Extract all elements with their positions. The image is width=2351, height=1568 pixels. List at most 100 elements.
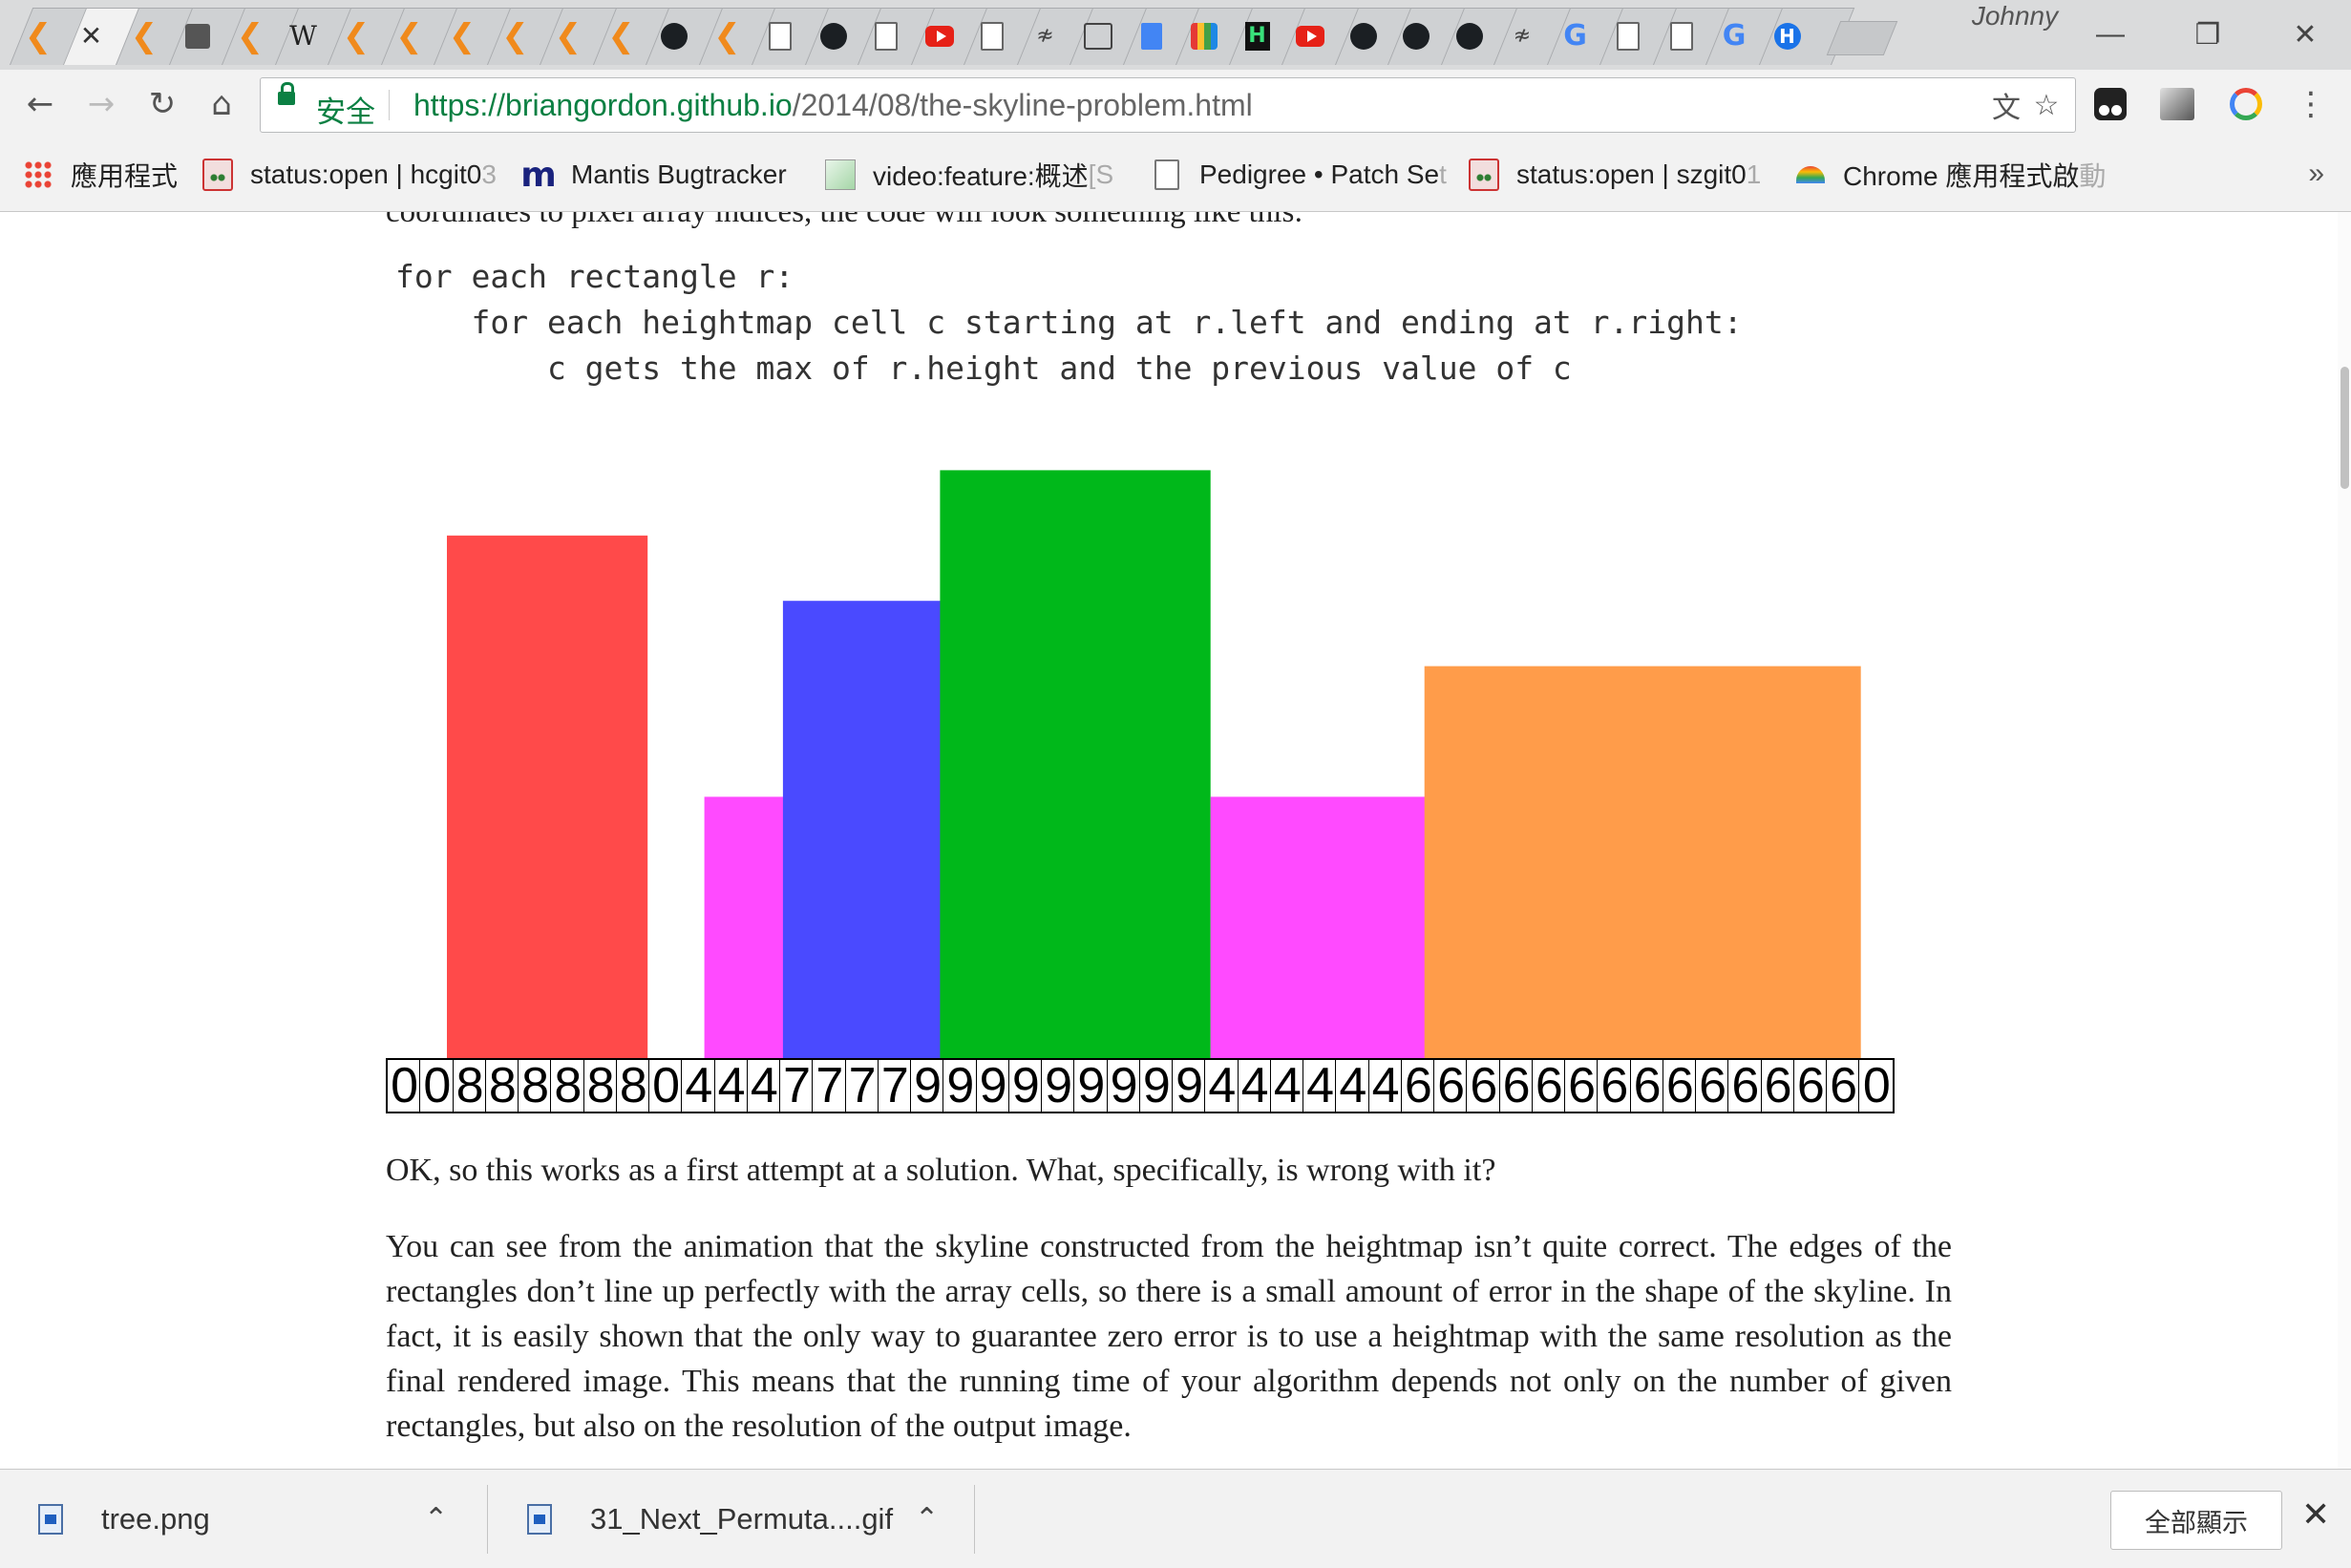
- browser-tab[interactable]: [1599, 8, 1657, 65]
- heightmap-cell: 8: [617, 1060, 649, 1112]
- kanji-favicon-icon: ≉: [1036, 24, 1054, 48]
- bookmark-item[interactable]: status:open | hcgit0 3: [202, 156, 497, 194]
- browser-tab[interactable]: [1176, 8, 1233, 65]
- browser-tab[interactable]: [1335, 8, 1392, 65]
- download-item[interactable]: tree.png: [38, 1470, 210, 1568]
- browser-tab[interactable]: [1387, 8, 1445, 65]
- chevron-up-icon[interactable]: ⌃: [915, 1502, 940, 1536]
- chevron-up-icon[interactable]: ⌃: [424, 1502, 449, 1536]
- browser-tab[interactable]: ❮: [487, 8, 544, 65]
- url-text[interactable]: https://briangordon.github.io/2014/08/th…: [413, 88, 1253, 123]
- ring-extension-icon[interactable]: [2223, 81, 2269, 127]
- browser-tab[interactable]: ❮: [222, 8, 279, 65]
- address-separator: [389, 90, 390, 120]
- browser-tab[interactable]: W: [275, 8, 332, 65]
- scrollbar[interactable]: [2338, 212, 2351, 1469]
- close-icon[interactable]: ✕: [79, 20, 103, 52]
- browser-tab[interactable]: [964, 8, 1021, 65]
- url-path: /2014/08/the-skyline-problem.html: [792, 88, 1253, 122]
- download-item[interactable]: 31_Next_Permuta....gif: [527, 1470, 893, 1568]
- forward-icon[interactable]: →: [87, 85, 116, 123]
- heightmap-cell: 6: [1565, 1060, 1599, 1112]
- back-icon[interactable]: ←: [26, 85, 54, 123]
- browser-tab[interactable]: [858, 8, 915, 65]
- code-line: for each heightmap cell c starting at r.…: [395, 304, 1743, 341]
- browser-tab[interactable]: [1653, 8, 1710, 65]
- browser-tab[interactable]: H: [1759, 8, 1816, 65]
- chevron-favicon-icon: ❮: [24, 17, 53, 55]
- profile-name[interactable]: Johnny: [1971, 1, 2059, 31]
- window-close-icon[interactable]: ✕: [2293, 18, 2318, 51]
- more-bookmarks-icon[interactable]: »: [2308, 158, 2324, 189]
- photo-extension-icon[interactable]: [2154, 81, 2200, 127]
- address-bar[interactable]: 安全 https://briangordon.github.io/2014/08…: [260, 77, 2076, 133]
- person-favicon-icon: [183, 22, 212, 51]
- bookmark-item[interactable]: 應用程式: [23, 156, 178, 194]
- document-favicon-icon: [872, 22, 900, 51]
- menu-icon[interactable]: ⋮: [2295, 85, 2327, 123]
- heightmap-cell: 7: [780, 1060, 814, 1112]
- home-icon[interactable]: ⌂: [211, 85, 232, 123]
- browser-tab[interactable]: ❮: [116, 8, 173, 65]
- browser-tab[interactable]: ≉: [1493, 8, 1551, 65]
- browser-tab[interactable]: ❮: [434, 8, 491, 65]
- browser-tab[interactable]: ❮: [593, 8, 650, 65]
- browser-tab[interactable]: [752, 8, 809, 65]
- browser-tab[interactable]: [1070, 8, 1127, 65]
- heightmap-cell: 4: [1205, 1060, 1239, 1112]
- restore-icon[interactable]: ❐: [2194, 18, 2221, 51]
- browser-tab[interactable]: ❮: [328, 8, 385, 65]
- youtube-favicon-icon: [924, 22, 954, 51]
- heightmap-cell: 4: [1336, 1060, 1369, 1112]
- minimize-icon[interactable]: —: [2096, 18, 2125, 50]
- close-shelf-icon[interactable]: ✕: [2301, 1494, 2331, 1534]
- document-favicon-icon: [978, 22, 1006, 51]
- downloads-shelf: tree.png ⌃ 31_Next_Permuta....gif ⌃ 全部顯示…: [0, 1469, 2351, 1568]
- browser-tab[interactable]: ✕: [63, 8, 120, 65]
- bookmark-label-overflow: t: [1439, 159, 1447, 189]
- show-all-downloads-button[interactable]: 全部顯示: [2110, 1491, 2282, 1550]
- tampermonkey-extension-icon[interactable]: [2087, 81, 2133, 127]
- bookmark-item[interactable]: m Mantis Bugtracker: [523, 156, 787, 194]
- browser-tab[interactable]: ≉: [1017, 8, 1074, 65]
- browser-tab[interactable]: H: [1229, 8, 1286, 65]
- secure-label[interactable]: 安全: [316, 95, 375, 129]
- browser-tab[interactable]: [1281, 8, 1339, 65]
- rainbow-icon: [1795, 159, 1826, 190]
- bookmark-label: 應用程式: [71, 161, 179, 191]
- browser-tab[interactable]: [646, 8, 703, 65]
- youtube-favicon-icon: [1296, 22, 1324, 51]
- bookmark-star-icon[interactable]: ☆: [2033, 89, 2060, 121]
- browser-tab[interactable]: [169, 8, 226, 65]
- reload-icon[interactable]: ↻: [148, 85, 177, 123]
- browser-tab[interactable]: ❮: [381, 8, 438, 65]
- browser-tab[interactable]: G: [1547, 8, 1604, 65]
- page-content: coordinates to pixel array indices, the …: [0, 212, 2351, 1469]
- bookmark-item[interactable]: status:open | szgit0 1: [1469, 156, 1761, 194]
- browser-tab[interactable]: [911, 8, 968, 65]
- lock-icon[interactable]: [278, 82, 295, 105]
- browser-tab[interactable]: [805, 8, 862, 65]
- browser-tab[interactable]: ❮: [699, 8, 756, 65]
- bookmark-item[interactable]: video:feature:概述 [S: [825, 156, 1113, 194]
- new-tab-button[interactable]: [1826, 21, 1898, 55]
- code-line: for each rectangle r:: [395, 258, 794, 295]
- scrollbar-thumb[interactable]: [2340, 367, 2349, 489]
- browser-tab[interactable]: G: [1705, 8, 1763, 65]
- browser-tab[interactable]: [1441, 8, 1498, 65]
- heightmap-cell: 4: [1369, 1060, 1402, 1112]
- toolbar: ← → ↻ ⌂ 安全 https://briangordon.github.io…: [0, 70, 2351, 138]
- bookmark-label: video:feature:概述: [873, 161, 1089, 191]
- gerrit-icon: [202, 159, 233, 191]
- translate-icon[interactable]: 文: [1992, 93, 2021, 124]
- bookmark-item[interactable]: Chrome 應用程式啟動: [1795, 156, 2106, 194]
- heightmap-cell: 4: [748, 1060, 780, 1112]
- heightmap-cell: 9: [977, 1060, 1009, 1112]
- github-favicon-icon: [1402, 22, 1430, 51]
- browser-tab[interactable]: [1123, 8, 1180, 65]
- browser-tab[interactable]: ❮: [540, 8, 597, 65]
- bookmark-item[interactable]: Pedigree • Patch Se t: [1152, 156, 1447, 194]
- download-separator: [487, 1485, 488, 1554]
- browser-tab[interactable]: ❮: [10, 8, 67, 65]
